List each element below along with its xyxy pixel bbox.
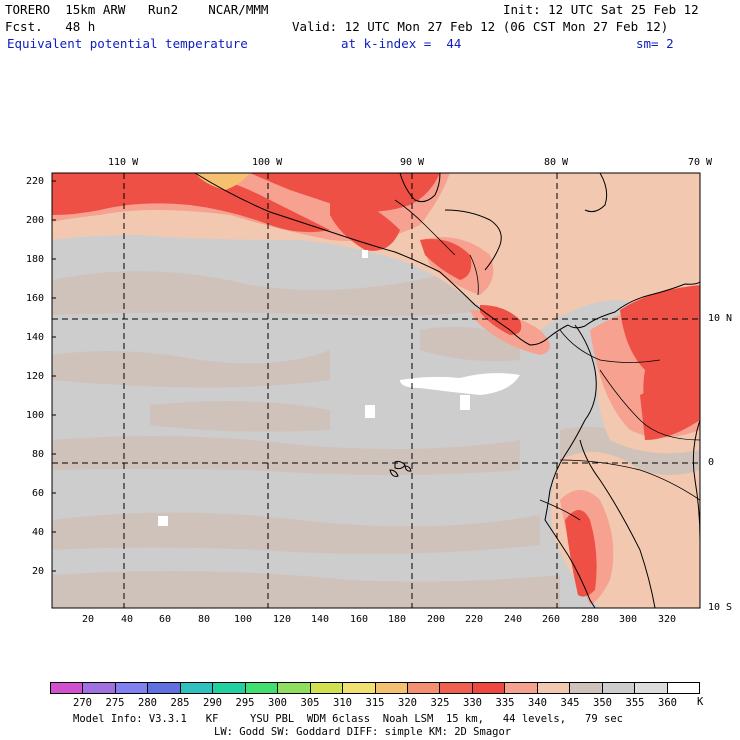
x-tick-label: 160: [350, 614, 369, 625]
boundaries: [394, 199, 700, 521]
colorbar-swatch: [51, 683, 84, 693]
init-time: Init: 12 UTC Sat 25 Feb 12: [503, 2, 699, 17]
x-tick-label: 220: [465, 614, 484, 625]
colorbar-unit: K: [697, 696, 704, 708]
colorbar-swatch: [667, 683, 700, 693]
colorbar-label: 315: [365, 697, 385, 709]
x-tick-label: 80: [198, 614, 211, 625]
y-tick-label: 60: [32, 488, 45, 499]
x-tick-label: 60: [159, 614, 172, 625]
y-tick-label: 140: [26, 332, 45, 343]
colorbar-swatch: [278, 683, 311, 693]
y-tick-label: 120: [26, 371, 45, 382]
x-tick-label: 260: [542, 614, 561, 625]
colorbar-swatch: [148, 683, 181, 693]
colorbar-label: 270: [73, 697, 92, 709]
lon-label-90w: 90 W: [400, 157, 425, 168]
y-tick-label: 200: [26, 215, 45, 226]
field-name: Equivalent potential temperature: [7, 36, 248, 51]
smoothing-label: sm= 2: [636, 36, 674, 51]
lat-label-10n: 10 N: [708, 313, 733, 324]
colorbar-label: 285: [170, 697, 190, 709]
colorbar-label: 350: [593, 697, 612, 709]
colorbar-swatch: [505, 683, 538, 693]
white-patches: [158, 250, 520, 526]
x-tick-label: 300: [619, 614, 638, 625]
colorbar-swatch: [472, 683, 506, 693]
colorbar-swatch: [375, 683, 408, 693]
colorbar-label: 305: [300, 697, 320, 709]
colorbar-swatch: [602, 683, 636, 693]
x-tick-label: 140: [311, 614, 330, 625]
x-tick-label: 20: [82, 614, 95, 625]
colorbar-label: 335: [495, 697, 515, 709]
colorbar-label: 355: [625, 697, 645, 709]
lon-label-100w: 100 W: [252, 157, 283, 168]
colorbar-label: 330: [463, 697, 482, 709]
colorbar-label: 280: [138, 697, 157, 709]
level-label: at k-index = 44: [341, 36, 462, 51]
x-tick-label: 320: [658, 614, 677, 625]
colorbar-label: 300: [268, 697, 287, 709]
model-info: Model Info: V3.3.1 KF YSU PBL WDM 6class…: [73, 713, 623, 725]
plot-frame: [51, 172, 701, 609]
y-tick-label: 40: [32, 527, 45, 538]
red-field: [52, 173, 700, 597]
tick-marks: [52, 180, 56, 572]
colorbar-label: 345: [560, 697, 580, 709]
physics-info: LW: Godd SW: Goddard DIFF: simple KM: 2D…: [214, 726, 512, 738]
colorbar-label: 295: [235, 697, 255, 709]
colorbar-swatch: [440, 683, 473, 693]
colorbar-swatch: [537, 683, 571, 693]
forecast-hour: Fcst. 48 h: [5, 19, 96, 34]
colorbar-label: 340: [528, 697, 547, 709]
x-tick-label: 120: [273, 614, 292, 625]
colorbar-label: 325: [430, 697, 450, 709]
y-tick-label: 220: [26, 176, 45, 187]
colorbar-swatch: [213, 683, 246, 693]
colorbar-swatch: [83, 683, 116, 693]
lat-label-10s: 10 S: [708, 602, 733, 613]
colorbar-swatch: [245, 683, 279, 693]
x-tick-label: 40: [121, 614, 134, 625]
graticule: [52, 173, 700, 608]
lon-label-70w: 70 W: [688, 157, 713, 168]
y-tick-label: 160: [26, 293, 45, 304]
coastlines: [194, 173, 700, 608]
y-tick-label: 80: [32, 449, 45, 460]
lon-label-80w: 80 W: [544, 157, 569, 168]
colorbar-swatch: [343, 683, 376, 693]
y-tick-label: 20: [32, 566, 45, 577]
colorbar-label: 360: [658, 697, 677, 709]
y-tick-label: 100: [26, 410, 45, 421]
colorbar: [50, 682, 700, 694]
x-tick-label: 180: [388, 614, 407, 625]
colorbar-label: 275: [105, 697, 125, 709]
x-tick-label: 200: [427, 614, 446, 625]
colorbar-swatch: [180, 683, 214, 693]
colorbar-label: 310: [333, 697, 352, 709]
x-tick-label: 100: [234, 614, 253, 625]
colorbar-label: 320: [398, 697, 417, 709]
colorbar-swatch: [570, 683, 603, 693]
colorbar-swatch: [310, 683, 344, 693]
x-tick-label: 280: [581, 614, 600, 625]
colorbar-swatch: [115, 683, 149, 693]
colorbar-swatch: [635, 683, 668, 693]
valid-time: Valid: 12 UTC Mon 27 Feb 12 (06 CST Mon …: [292, 19, 669, 34]
y-tick-label: 180: [26, 254, 45, 265]
model-title: TORERO 15km ARW Run2 NCAR/MMM: [5, 2, 269, 17]
colorbar-label: 290: [203, 697, 222, 709]
lon-label-110w: 110 W: [108, 157, 139, 168]
lat-label-eq: 0: [708, 457, 715, 468]
x-tick-label: 240: [504, 614, 523, 625]
colorbar-swatch: [407, 683, 441, 693]
orange-patch: [195, 173, 250, 190]
